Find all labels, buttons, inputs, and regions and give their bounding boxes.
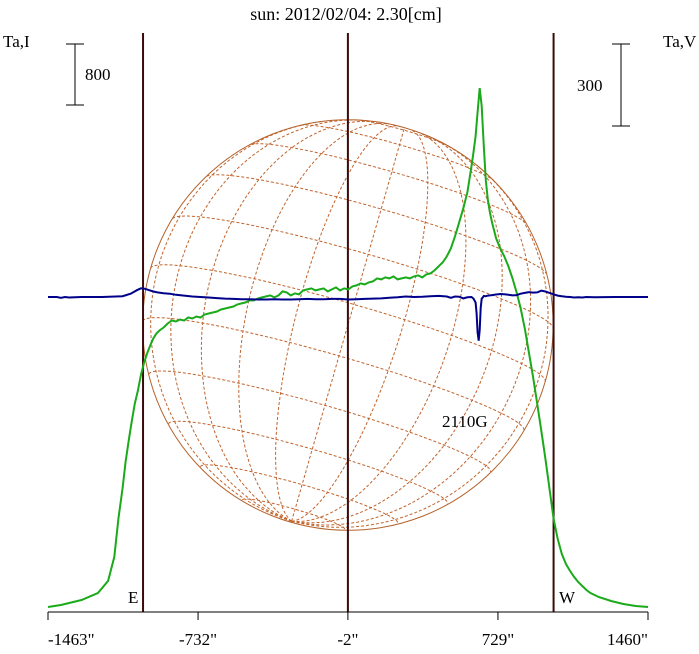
grid-longitude-line xyxy=(291,132,467,523)
polarization-series-line xyxy=(48,287,648,341)
grid-latitude-line xyxy=(206,174,547,274)
grid-longitude-line xyxy=(170,119,369,522)
grid-longitude-line xyxy=(200,120,383,522)
grid-longitude-line xyxy=(291,129,429,522)
right-axis-label: Ta,V xyxy=(663,32,697,51)
limb-markers xyxy=(142,33,555,612)
x-tick-label: -1463" xyxy=(48,630,95,649)
x-tick-label: 1460" xyxy=(607,630,648,649)
intensity-series-line xyxy=(47,87,649,608)
heliographic-grid xyxy=(142,119,554,530)
grid-latitude-line xyxy=(356,119,450,148)
chart-title: sun: 2012/02/04: 2.30[cm] xyxy=(250,4,442,24)
x-tick-label: 729" xyxy=(482,630,514,649)
x-tick-label: -2" xyxy=(337,630,358,649)
x-tick-label: -732" xyxy=(179,630,217,649)
grid-longitude-line xyxy=(291,127,405,522)
grid-longitude-line xyxy=(275,125,397,522)
grid-longitude-line xyxy=(291,165,549,528)
west-label: W xyxy=(559,588,576,607)
right-scale-bar: 300 xyxy=(577,43,630,127)
right-scale-bar-label: 300 xyxy=(577,76,603,95)
x-axis-ticks: -1463" -732" -2" 729" 1460" xyxy=(47,612,649,649)
grid-latitude-line xyxy=(172,215,554,328)
active-region-annotation: 2110G xyxy=(442,412,488,431)
grid-latitude-line xyxy=(148,370,492,473)
left-axis-label: Ta,I xyxy=(3,32,30,51)
grid-latitude-line xyxy=(200,464,399,524)
left-scale-bar: 800 xyxy=(66,43,111,106)
grid-longitude-line xyxy=(291,134,503,524)
grid-longitude-line xyxy=(150,120,323,522)
grid-longitude-line xyxy=(238,123,389,522)
grid-latitude-line xyxy=(300,124,495,181)
grid-longitude-line xyxy=(291,140,532,526)
left-scale-bar-label: 800 xyxy=(85,65,111,84)
east-label: E xyxy=(128,588,138,607)
grid-latitude-line xyxy=(250,143,527,224)
